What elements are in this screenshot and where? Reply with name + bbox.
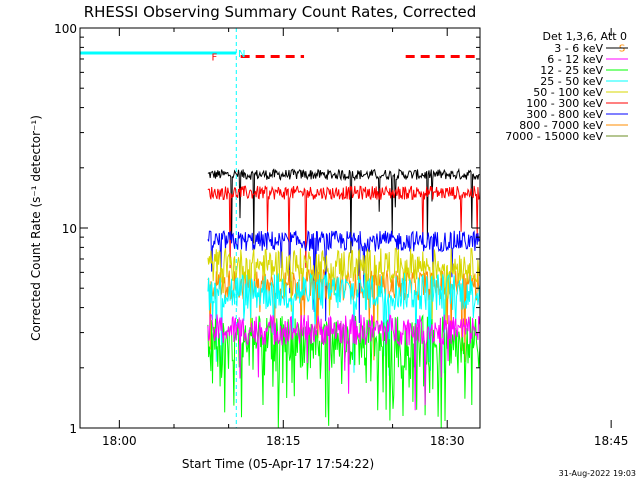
- series-1-segment-0: [207, 185, 480, 269]
- plot-frame: [79, 27, 481, 429]
- series-6-segment-0: [207, 314, 480, 428]
- y-tick-label: 100: [54, 22, 77, 36]
- series-4: [207, 247, 480, 337]
- series-2-segment-0: [207, 230, 480, 324]
- legend-entry-label: 7000 - 15000 keV: [505, 130, 603, 143]
- plot-area: [80, 28, 480, 428]
- series-1: [207, 185, 480, 269]
- legend-entry-label: 100 - 300 keV: [526, 97, 603, 110]
- series-4-segment-0: [207, 247, 480, 337]
- series-2: [207, 230, 480, 324]
- legend-entry-label: 25 - 50 keV: [540, 75, 603, 88]
- legend-header: Det 1,3,6, Att 0: [543, 30, 627, 43]
- series-6: [207, 314, 480, 428]
- x-tick-label: 18:15: [266, 434, 301, 448]
- series-7-segment-0: [207, 313, 480, 411]
- legend-entry-label: 50 - 100 keV: [533, 86, 603, 99]
- y-axis-label: Corrected Count Rate (s⁻¹ detector⁻¹): [29, 115, 43, 341]
- flag-label-N: N: [238, 49, 245, 60]
- series-0: [207, 167, 480, 254]
- legend-entry-label: 3 - 6 keV: [554, 42, 603, 55]
- x-tick-label: 18:45: [594, 434, 629, 448]
- flag-label-S: S: [619, 43, 625, 54]
- y-tick-label: 10: [62, 222, 77, 236]
- flag-label-F: F: [212, 53, 218, 64]
- chart-title: RHESSI Observing Summary Count Rates, Co…: [84, 3, 477, 21]
- legend-entry-label: 800 - 7000 keV: [519, 119, 603, 132]
- series-0-segment-0: [207, 167, 480, 254]
- series-5: [207, 273, 480, 376]
- footer-date: 31-Aug-2022 19:03: [559, 469, 636, 478]
- x-axis-label: Start Time (05-Apr-17 17:54:22): [182, 457, 374, 471]
- series-7: [207, 313, 480, 411]
- x-tick-label: 18:30: [430, 434, 465, 448]
- series-5-segment-0: [207, 273, 480, 376]
- axes: NSF18:0018:1518:3018:4519:0019:1519:3011…: [54, 22, 629, 448]
- legend-entry-label: 300 - 800 keV: [526, 108, 603, 121]
- x-tick-label: 18:00: [102, 434, 137, 448]
- legend-entry-label: 6 - 12 keV: [547, 53, 603, 66]
- y-tick-label: 1: [69, 422, 77, 436]
- legend-entry-label: 12 - 25 keV: [540, 64, 603, 77]
